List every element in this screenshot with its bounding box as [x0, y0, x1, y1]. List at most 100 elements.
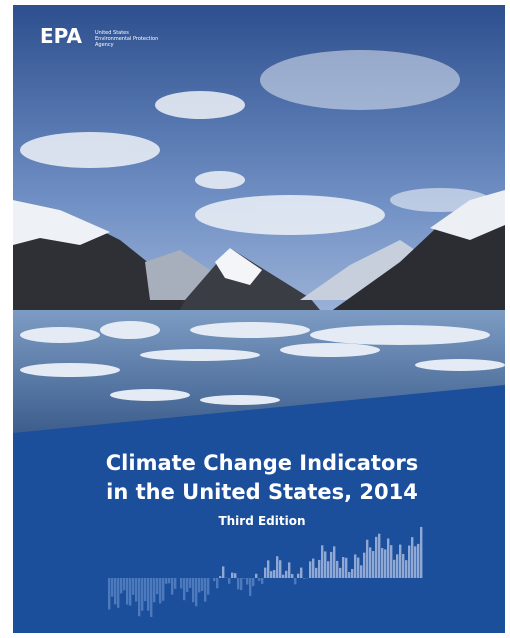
page: EPA United States Environmental Protecti…: [0, 0, 510, 638]
decorative-bar: [360, 565, 362, 578]
decorative-bar: [150, 578, 152, 617]
decorative-bar: [378, 534, 380, 578]
decorative-bar: [114, 578, 116, 604]
decorative-bar: [204, 578, 206, 602]
decorative-bar: [246, 578, 248, 585]
decorative-bar: [381, 548, 383, 578]
decorative-bar: [408, 546, 410, 578]
decorative-bar: [195, 578, 197, 606]
decorative-bar: [315, 568, 317, 578]
decorative-bar: [198, 578, 200, 592]
decorative-bar: [252, 578, 254, 586]
decorative-bar: [168, 578, 170, 583]
decorative-bar: [237, 578, 239, 589]
decorative-bar: [261, 578, 263, 584]
decorative-bar: [327, 561, 329, 578]
decorative-bar: [267, 560, 269, 578]
decorative-bar: [189, 578, 191, 588]
title-line: in the United States, 2014: [106, 480, 418, 504]
decorative-bar: [129, 578, 131, 606]
decorative-bar: [369, 547, 371, 578]
decorative-bar: [303, 578, 305, 579]
decorative-bar: [153, 578, 155, 602]
decorative-bar: [339, 568, 341, 578]
decorative-bar: [393, 560, 395, 578]
decorative-bar: [372, 551, 374, 578]
decorative-bar: [414, 546, 416, 578]
decorative-bar: [174, 578, 176, 589]
decorative-bar: [135, 578, 137, 602]
decorative-bar: [276, 556, 278, 578]
logo-agency: Agency: [95, 42, 114, 48]
decorative-bar: [342, 557, 344, 578]
decorative-bar: [387, 539, 389, 578]
decorative-bar: [171, 578, 173, 595]
decorative-bar: [132, 578, 134, 595]
decorative-bar: [345, 558, 347, 578]
decorative-bar: [333, 546, 335, 578]
decorative-bar: [216, 578, 218, 588]
decorative-bar: [219, 576, 221, 578]
logo-mark: EPA: [40, 24, 82, 48]
decorative-bar: [366, 540, 368, 578]
decorative-bar: [123, 578, 125, 590]
decorative-bar: [240, 578, 242, 590]
decorative-bar: [417, 544, 419, 578]
decorative-bar: [375, 537, 377, 578]
decorative-bar: [186, 578, 188, 592]
decorative-bar: [111, 578, 113, 597]
decorative-bar: [291, 574, 293, 578]
decorative-bar: [183, 578, 185, 600]
cover: EPA United States Environmental Protecti…: [0, 0, 510, 638]
decorative-bar: [228, 578, 230, 584]
decorative-bar: [318, 560, 320, 578]
decorative-bar: [348, 572, 350, 578]
decorative-bar: [279, 560, 281, 578]
decorative-bar: [402, 554, 404, 578]
decorative-bar: [117, 578, 119, 608]
decorative-bar: [312, 559, 314, 578]
decorative-bar: [282, 575, 284, 578]
decorative-bar: [324, 551, 326, 578]
decorative-bar: [288, 562, 290, 578]
decorative-bar: [162, 578, 164, 601]
decorative-bar: [297, 574, 299, 578]
decorative-bar: [264, 568, 266, 578]
decorative-bar: [411, 537, 413, 578]
decorative-bar: [159, 578, 161, 603]
decorative-bar: [243, 578, 245, 579]
decorative-bar: [294, 578, 296, 584]
decorative-bar: [147, 578, 149, 611]
decorative-bar: [234, 573, 236, 578]
decorative-bar: [249, 578, 251, 596]
decorative-bar: [108, 578, 110, 610]
decorative-bar: [273, 570, 275, 578]
decorative-bar: [255, 574, 257, 578]
decorative-bar: [192, 578, 194, 602]
decorative-bar: [213, 578, 215, 581]
decorative-bar: [336, 561, 338, 578]
decorative-bar: [351, 569, 353, 578]
decorative-bar: [363, 553, 365, 578]
decorative-bar: [330, 552, 332, 578]
decorative-bar: [231, 573, 233, 578]
decorative-bar: [384, 549, 386, 578]
title-line: Climate Change Indicators: [106, 451, 418, 475]
decorative-bar: [120, 578, 122, 593]
decorative-bar: [357, 558, 359, 578]
decorative-bar: [156, 578, 158, 594]
decorative-bar: [396, 554, 398, 578]
decorative-bar: [300, 568, 302, 578]
decorative-bar: [405, 560, 407, 578]
decorative-bar: [270, 571, 272, 578]
decorative-bar: [321, 545, 323, 578]
decorative-bar: [165, 578, 167, 584]
decorative-bar: [222, 566, 224, 578]
decorative-bar: [138, 578, 140, 616]
decorative-bar: [399, 545, 401, 578]
decorative-bar: [354, 554, 356, 578]
decorative-bar: [126, 578, 128, 605]
decorative-bar: [201, 578, 203, 591]
decorative-bar: [285, 571, 287, 578]
decorative-bar: [144, 578, 146, 601]
